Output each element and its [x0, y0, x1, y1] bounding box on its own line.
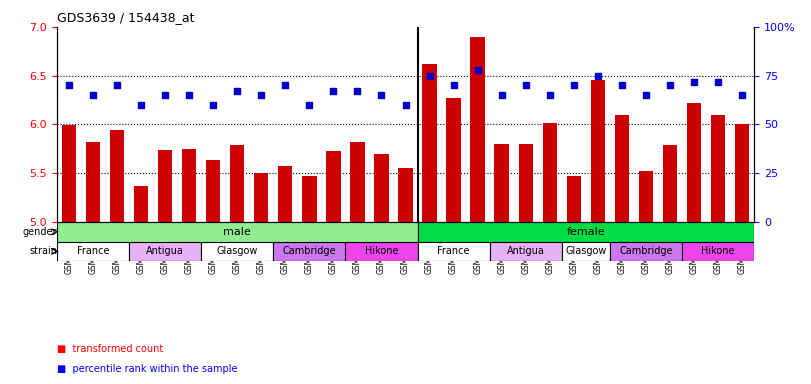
Text: male: male	[223, 227, 251, 237]
Point	[255, 92, 268, 98]
Bar	[129, 242, 201, 261]
Text: Antigua: Antigua	[507, 247, 545, 257]
Point	[519, 83, 532, 89]
Point	[496, 92, 508, 98]
Point	[135, 102, 148, 108]
Text: Cambridge: Cambridge	[282, 247, 336, 257]
Bar	[518, 144, 533, 222]
Bar	[57, 242, 129, 261]
Bar	[134, 186, 148, 222]
Text: GDS3639 / 154438_at: GDS3639 / 154438_at	[57, 11, 195, 24]
Text: Cambridge: Cambridge	[620, 247, 673, 257]
Bar	[735, 124, 749, 222]
Bar	[567, 176, 581, 222]
Text: Hikone: Hikone	[702, 247, 735, 257]
Bar	[615, 115, 629, 222]
Bar	[562, 242, 610, 261]
Bar	[86, 142, 100, 222]
Bar	[278, 166, 293, 222]
Bar	[682, 242, 754, 261]
Bar	[490, 242, 562, 261]
Bar	[57, 222, 418, 242]
Bar	[398, 169, 413, 222]
Bar	[543, 122, 557, 222]
Text: ■  transformed count: ■ transformed count	[57, 344, 163, 354]
Bar	[254, 173, 268, 222]
Text: ■  percentile rank within the sample: ■ percentile rank within the sample	[57, 364, 238, 374]
Bar	[109, 130, 124, 222]
Bar	[663, 145, 677, 222]
Bar	[687, 103, 702, 222]
Point	[688, 78, 701, 84]
Point	[230, 88, 243, 94]
Point	[110, 83, 123, 89]
Bar	[418, 222, 754, 242]
Bar	[423, 64, 437, 222]
Bar	[230, 145, 244, 222]
Bar	[610, 242, 682, 261]
Bar	[182, 149, 196, 222]
Bar	[495, 144, 509, 222]
Bar	[350, 142, 365, 222]
Point	[86, 92, 99, 98]
Point	[447, 83, 460, 89]
Text: France: France	[76, 247, 109, 257]
Bar	[206, 160, 221, 222]
Bar	[446, 98, 461, 222]
Point	[640, 92, 653, 98]
Point	[182, 92, 195, 98]
Point	[663, 83, 676, 89]
Point	[423, 73, 436, 79]
Point	[303, 102, 315, 108]
Bar	[711, 115, 725, 222]
Point	[279, 83, 292, 89]
Text: gender: gender	[23, 227, 57, 237]
Bar	[639, 171, 653, 222]
Text: female: female	[567, 227, 605, 237]
Point	[351, 88, 364, 94]
Point	[375, 92, 388, 98]
Bar	[273, 242, 345, 261]
Bar	[302, 176, 316, 222]
Text: Glasgow: Glasgow	[565, 247, 607, 257]
Bar	[374, 154, 388, 222]
Point	[327, 88, 340, 94]
Text: strain: strain	[29, 247, 57, 257]
Text: Antigua: Antigua	[146, 247, 184, 257]
Point	[568, 83, 581, 89]
Text: Glasgow: Glasgow	[217, 247, 258, 257]
Point	[471, 67, 484, 73]
Bar	[418, 242, 490, 261]
Text: France: France	[437, 247, 470, 257]
Point	[712, 78, 725, 84]
Point	[207, 102, 220, 108]
Bar	[590, 79, 605, 222]
Bar	[201, 242, 273, 261]
Bar	[158, 150, 172, 222]
Bar	[345, 242, 418, 261]
Text: Hikone: Hikone	[365, 247, 398, 257]
Point	[62, 83, 75, 89]
Bar	[62, 126, 76, 222]
Bar	[470, 36, 485, 222]
Bar	[326, 151, 341, 222]
Point	[591, 73, 604, 79]
Point	[399, 102, 412, 108]
Point	[616, 83, 629, 89]
Point	[736, 92, 749, 98]
Point	[543, 92, 556, 98]
Point	[158, 92, 171, 98]
